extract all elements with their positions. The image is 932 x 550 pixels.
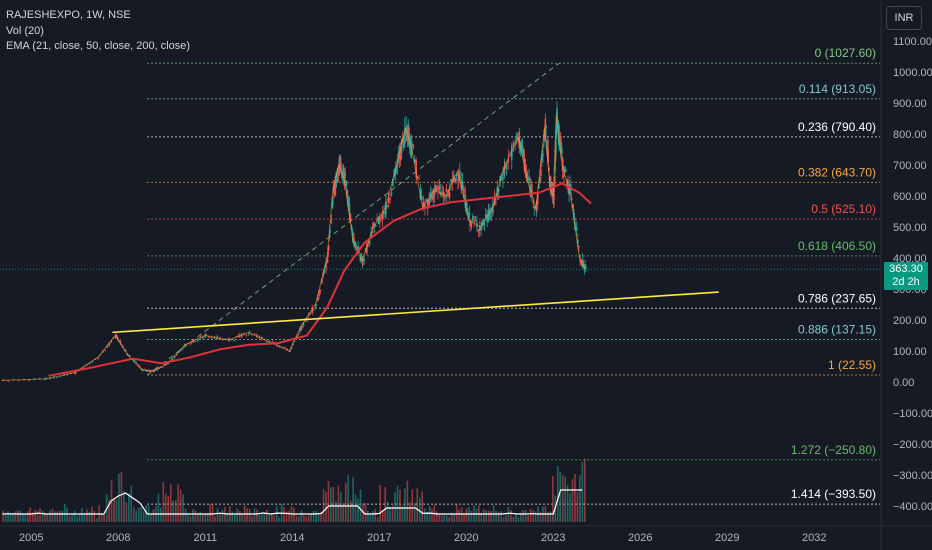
last-price: 363.30: [889, 263, 923, 275]
chart-legend: RAJESHEXPO, 1W, NSE Vol (20) EMA (21, cl…: [6, 8, 190, 55]
legend-symbol[interactable]: RAJESHEXPO, 1W, NSE: [6, 9, 131, 21]
x-tick-label-0: 2005: [19, 532, 43, 544]
y-tick-label-1: 1000.00: [893, 67, 932, 79]
bar-countdown: 2d 2h: [892, 276, 920, 288]
fib-level-label-1: 0.114 (913.05): [799, 82, 876, 96]
y-tick-label-0: 1100.00: [893, 36, 932, 48]
x-tick-label-7: 2026: [628, 532, 652, 544]
y-tick-label-6: 500.00: [893, 222, 927, 234]
ema-slow-line: [48, 182, 592, 377]
fib-level-label-5: 0.618 (406.50): [798, 239, 876, 253]
y-tick-label-5: 600.00: [893, 191, 927, 203]
fib-anchor-line: [146, 62, 560, 376]
x-tick-label-6: 2023: [541, 532, 565, 544]
x-tick-label-3: 2014: [280, 532, 304, 544]
y-tick-label-15: −400.00: [893, 501, 932, 513]
y-tick-label-7: 400.00: [893, 253, 927, 265]
fib-level-label-2: 0.236 (790.40): [798, 120, 876, 134]
y-tick-label-4: 700.00: [893, 160, 927, 172]
x-tick-label-4: 2017: [367, 532, 391, 544]
last-price-badge: 363.30 2d 2h: [884, 262, 928, 290]
y-tick-label-2: 900.00: [893, 98, 927, 110]
y-tick-label-14: −300.00: [893, 470, 932, 482]
x-tick-label-1: 2008: [106, 532, 130, 544]
ema-fast-line: [2, 115, 586, 381]
x-tick-label-2: 2011: [193, 532, 217, 544]
volume-ma-line: [2, 489, 583, 515]
y-tick-label-12: −100.00: [893, 408, 932, 420]
x-tick-label-5: 2020: [454, 532, 478, 544]
x-tick-label-9: 2032: [802, 532, 826, 544]
y-tick-label-11: 0.00: [893, 377, 914, 389]
fib-level-label-9: 1.272 (−250.80): [791, 443, 876, 457]
fib-level-label-10: 1.414 (−393.50): [791, 487, 876, 501]
fib-level-label-8: 1 (22.55): [828, 358, 876, 372]
fib-level-label-7: 0.886 (137.15): [798, 322, 876, 336]
y-tick-label-3: 800.00: [893, 129, 927, 141]
fib-level-label-3: 0.382 (643.70): [798, 165, 876, 179]
currency-button[interactable]: INR: [886, 6, 922, 30]
fib-level-label-0: 0 (1027.60): [815, 46, 876, 60]
y-tick-label-10: 100.00: [893, 346, 927, 358]
y-tick-label-13: −200.00: [893, 439, 932, 451]
legend-volume[interactable]: Vol (20): [6, 24, 44, 37]
fib-level-label-4: 0.5 (525.10): [811, 202, 876, 216]
x-tick-label-8: 2029: [715, 532, 739, 544]
volume-bars: [2, 458, 586, 522]
yellow-trendline: [112, 291, 719, 334]
fib-level-label-6: 0.786 (237.65): [798, 291, 876, 305]
y-tick-label-9: 200.00: [893, 315, 927, 327]
legend-ema[interactable]: EMA (21, close, 50, close, 200, close): [6, 40, 191, 52]
